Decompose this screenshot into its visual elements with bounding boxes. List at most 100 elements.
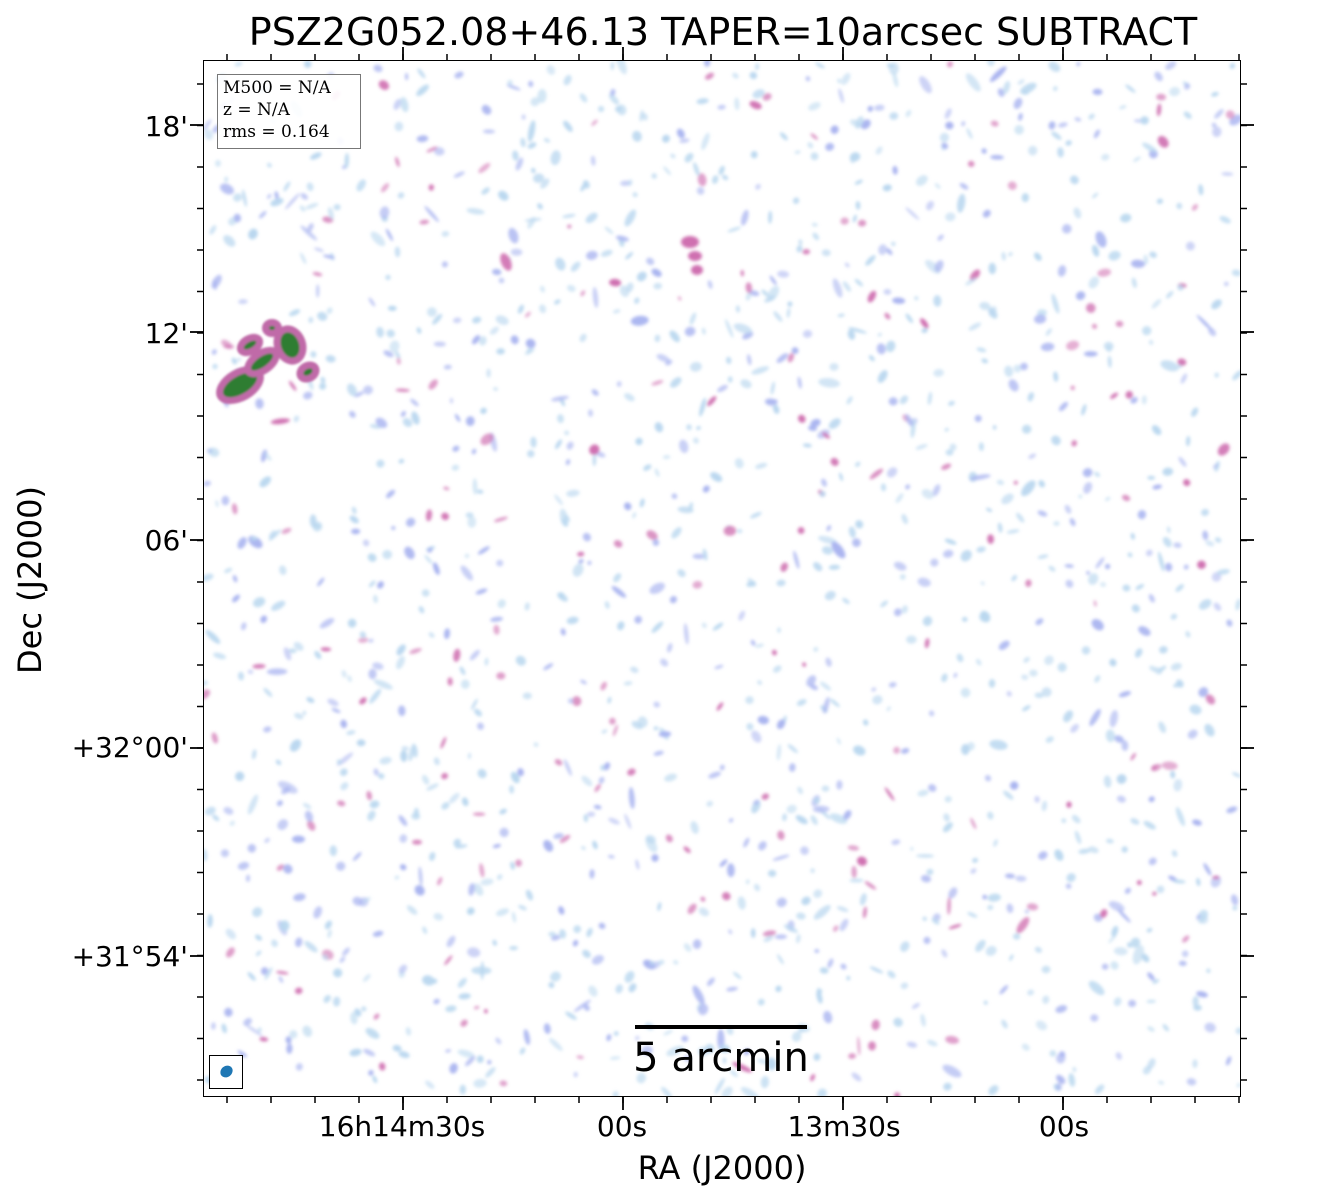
noise-speck	[1085, 303, 1096, 313]
noise-speck	[1044, 655, 1054, 666]
noise-speck	[796, 245, 803, 253]
noise-speck	[1192, 1059, 1198, 1069]
noise-speck	[527, 450, 535, 458]
noise-speck	[517, 304, 524, 314]
noise-speck	[518, 904, 527, 911]
noise-speck	[839, 918, 849, 932]
noise-speck	[684, 326, 696, 337]
noise-speck	[281, 527, 292, 534]
noise-speck	[306, 697, 315, 703]
noise-speck	[1225, 1056, 1232, 1066]
noise-speck	[819, 681, 832, 691]
noise-speck	[882, 184, 892, 192]
noise-speck	[733, 323, 753, 334]
noise-speck	[990, 120, 999, 127]
noise-speck	[699, 397, 707, 417]
noise-speck	[1189, 704, 1202, 715]
y-axis-label: Dec (J2000)	[11, 486, 49, 674]
noise-speck	[905, 207, 920, 220]
noise-speck	[1208, 327, 1217, 337]
noise-speck	[452, 445, 460, 452]
noise-speck	[471, 448, 477, 455]
noise-speck	[787, 353, 795, 363]
noise-speck	[922, 616, 933, 627]
noise-speck	[671, 493, 678, 499]
noise-speck	[399, 834, 408, 843]
noise-speck	[797, 786, 803, 795]
noise-speck	[798, 414, 806, 423]
noise-speck	[336, 861, 346, 871]
noise-speck	[1108, 250, 1121, 261]
noise-speck	[651, 621, 664, 633]
noise-speck	[738, 610, 745, 621]
noise-speck	[530, 436, 537, 448]
noise-speck	[396, 655, 405, 670]
noise-speck	[368, 668, 377, 680]
noise-speck	[838, 88, 844, 104]
noise-speck	[728, 929, 733, 935]
noise-speck	[1051, 435, 1061, 446]
noise-speck	[654, 468, 660, 477]
noise-speck	[378, 1062, 386, 1071]
noise-speck	[1232, 772, 1240, 778]
noise-speck	[486, 368, 491, 378]
noise-speck	[422, 926, 428, 934]
noise-speck	[651, 173, 657, 179]
noise-speck	[410, 398, 419, 407]
noise-speck	[493, 516, 508, 523]
noise-speck	[382, 549, 393, 560]
noise-speck	[928, 784, 937, 792]
noise-speck	[801, 896, 811, 906]
noise-speck	[1028, 453, 1037, 459]
noise-speck	[525, 889, 533, 901]
noise-speck	[1088, 846, 1099, 854]
noise-speck	[1010, 781, 1019, 790]
noise-speck	[786, 307, 791, 318]
beam-box	[209, 1055, 243, 1089]
noise-speck	[1100, 909, 1108, 918]
noise-speck	[303, 61, 312, 68]
noise-speck	[1211, 122, 1217, 128]
noise-speck	[930, 558, 939, 567]
noise-speck	[441, 231, 450, 237]
noise-speck	[387, 305, 397, 311]
noise-speck	[1110, 392, 1119, 399]
noise-speck	[528, 80, 534, 88]
noise-speck	[428, 632, 435, 638]
noise-speck	[843, 810, 852, 820]
noise-speck	[496, 559, 504, 567]
noise-speck	[520, 137, 526, 148]
noise-speck	[712, 175, 719, 184]
noise-speck	[1176, 202, 1183, 210]
noise-speck	[1083, 482, 1093, 494]
noise-speck	[289, 309, 301, 317]
noise-speck	[278, 976, 284, 983]
noise-speck	[554, 299, 561, 305]
noise-speck	[264, 967, 273, 980]
noise-speck	[316, 284, 320, 298]
noise-speck	[701, 132, 710, 151]
noise-speck	[444, 955, 453, 966]
noise-speck	[749, 71, 758, 80]
noise-speck	[726, 986, 738, 992]
source-core	[269, 326, 275, 330]
noise-speck	[1113, 947, 1128, 956]
noise-speck	[445, 1005, 457, 1013]
noise-speck	[211, 1022, 216, 1030]
noise-speck	[480, 878, 494, 886]
noise-speck	[340, 782, 349, 791]
noise-speck	[664, 773, 677, 782]
noise-speck	[924, 637, 930, 649]
noise-speck	[1064, 564, 1074, 568]
noise-speck	[495, 315, 509, 326]
noise-speck	[591, 954, 604, 965]
noise-speck	[777, 627, 781, 633]
noise-speck	[466, 208, 485, 215]
noise-speck	[987, 811, 994, 820]
noise-speck	[368, 297, 376, 307]
noise-speck	[231, 503, 238, 515]
noise-speck	[802, 249, 811, 255]
noise-speck	[1070, 175, 1079, 185]
noise-speck	[589, 869, 595, 879]
noise-speck	[416, 84, 429, 97]
